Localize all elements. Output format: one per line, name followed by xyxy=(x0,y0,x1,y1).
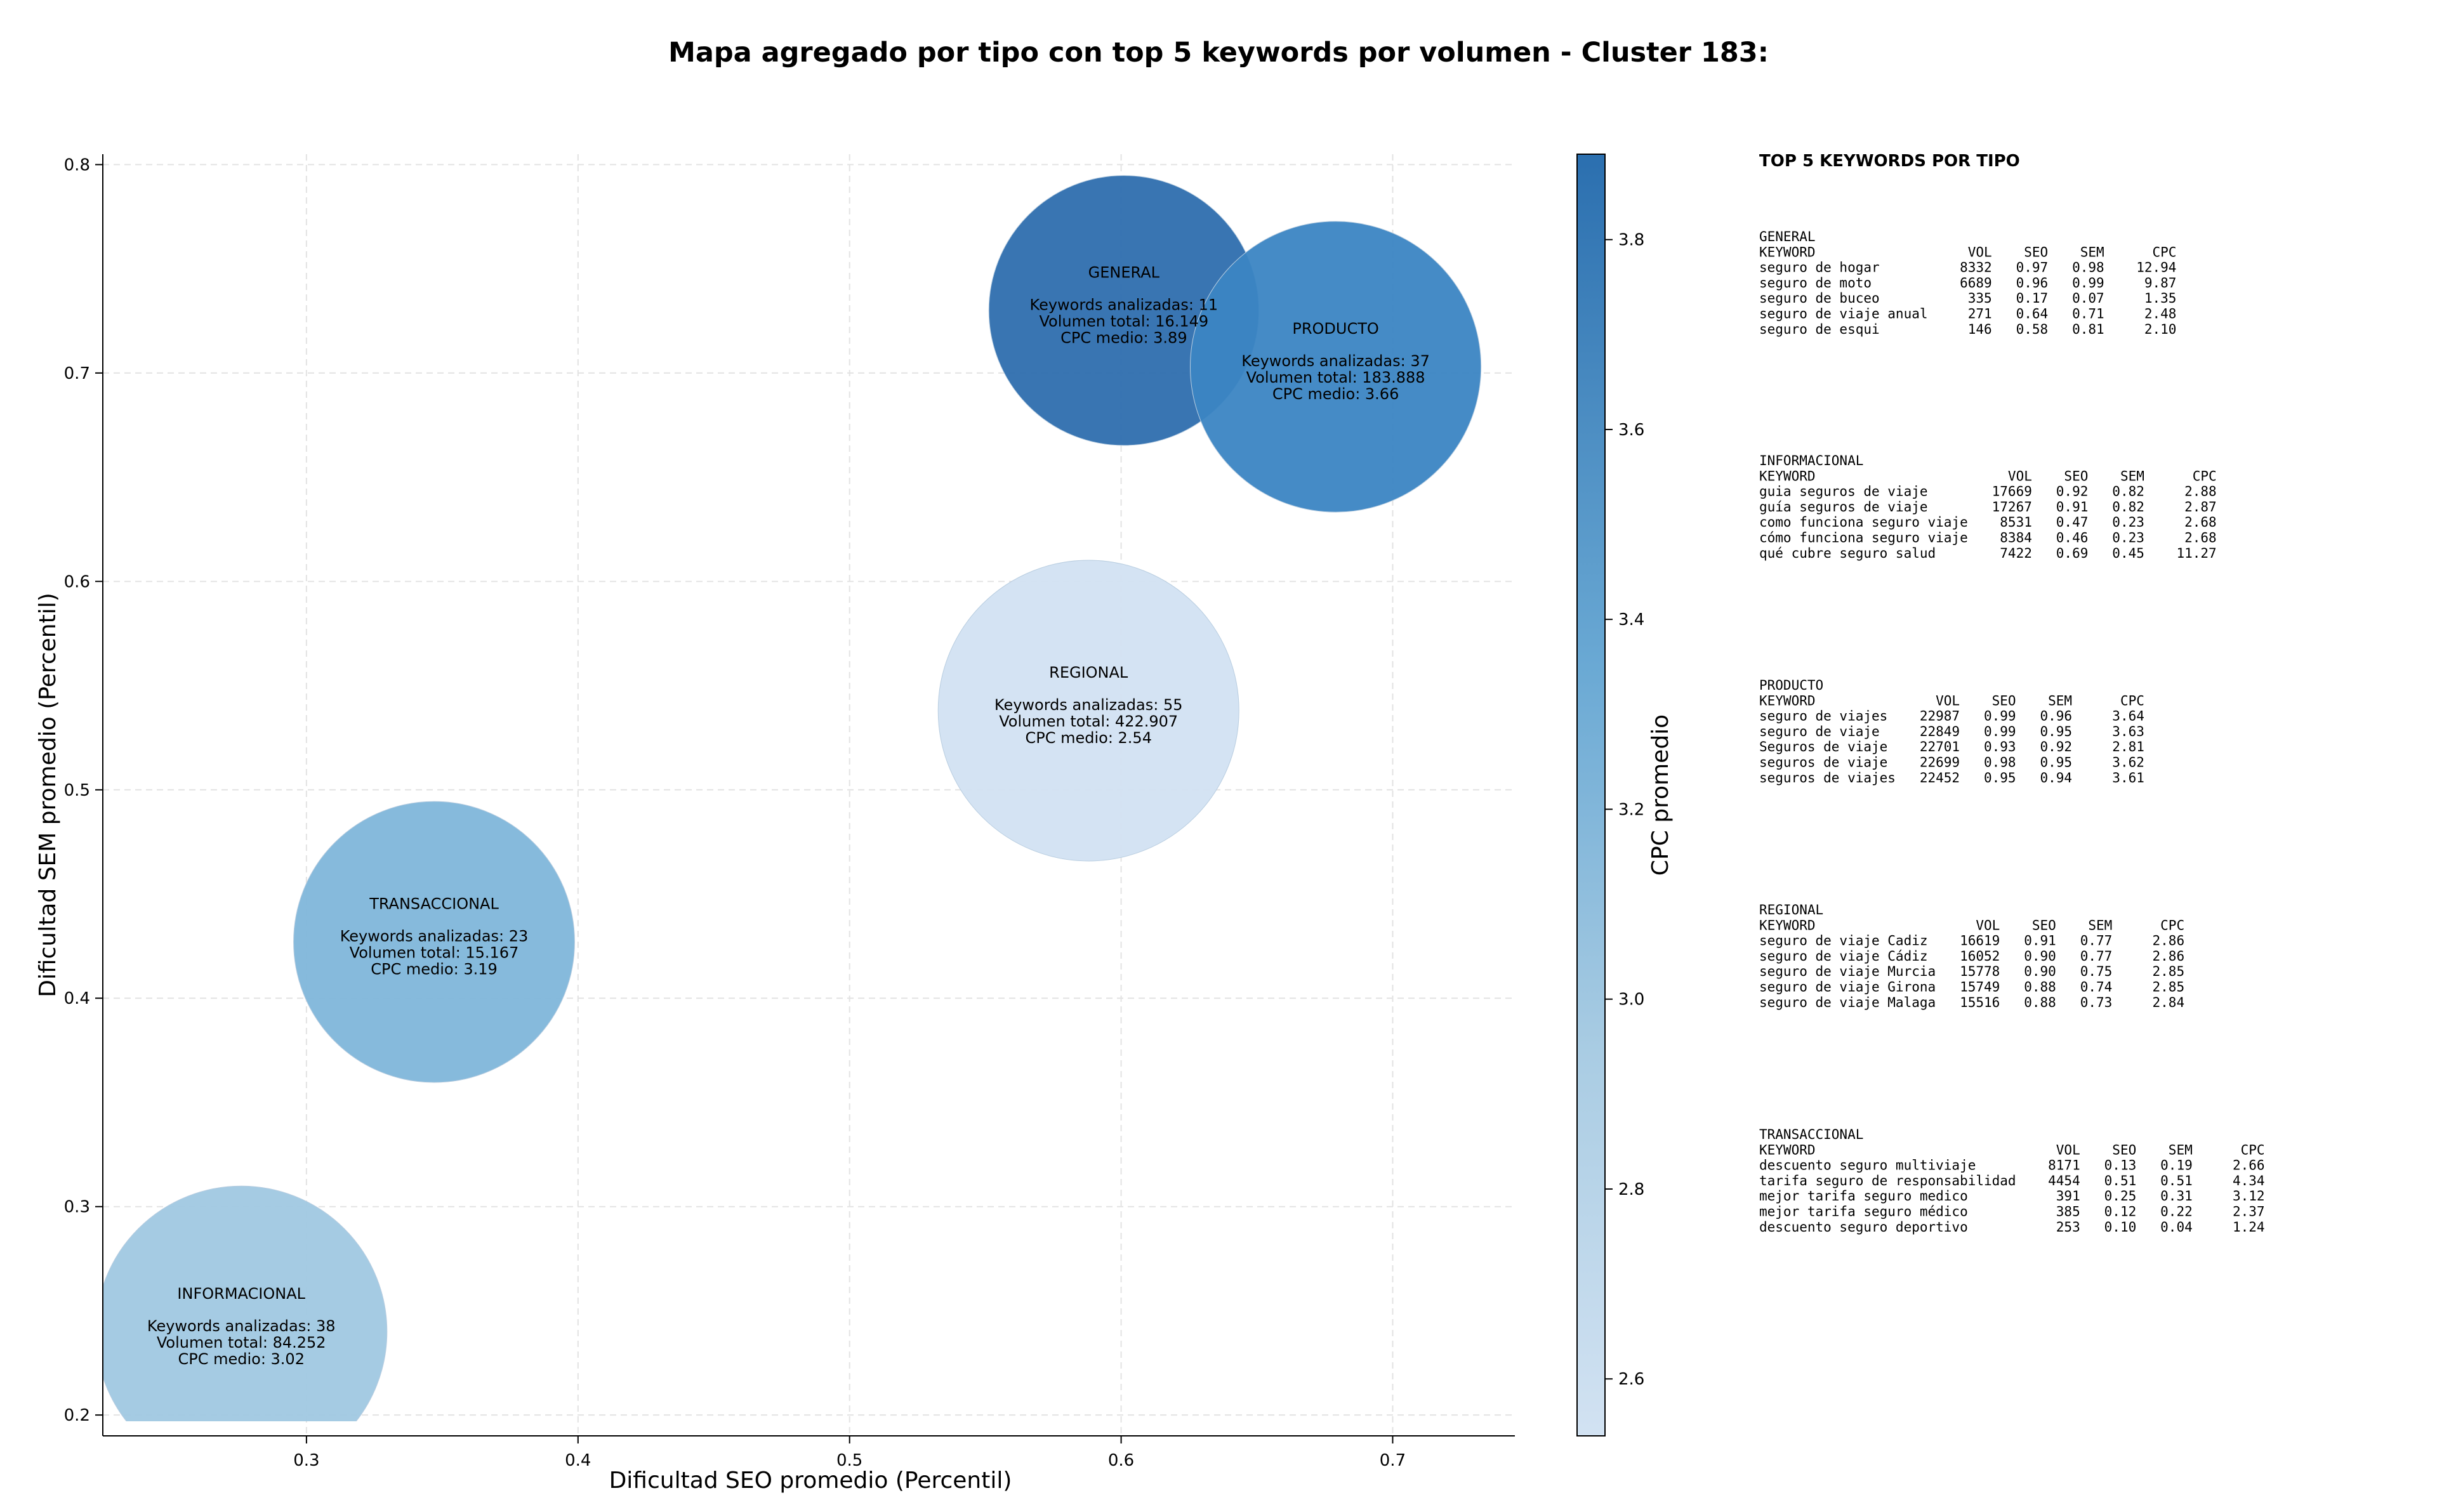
x-tick-label: 0.7 xyxy=(1380,1451,1406,1470)
bubble-label-cpc-label: CPC medio: 3.89 xyxy=(1060,329,1187,346)
bubble-label-volume-label: Volumen total: 15.167 xyxy=(350,944,519,962)
keyword-table-header: KEYWORD VOL SEO SEM CPC xyxy=(1759,468,2217,483)
x-tick-label: 0.6 xyxy=(1108,1451,1134,1470)
keyword-table-header: KEYWORD VOL SEO SEM CPC xyxy=(1759,693,2144,708)
bubble-label-cpc-label: CPC medio: 2.54 xyxy=(1025,729,1152,747)
keyword-table-row: seguro de moto 6689 0.96 0.99 9.87 xyxy=(1759,275,2176,291)
keyword-table-row: cómo funciona seguro viaje 8384 0.46 0.2… xyxy=(1759,530,2217,546)
bubble-label-cpc-label: CPC medio: 3.66 xyxy=(1272,385,1399,403)
y-tick-label: 0.8 xyxy=(64,155,90,174)
y-tick-label: 0.7 xyxy=(64,364,90,383)
bubble-label-label: GENERAL xyxy=(1088,263,1160,281)
bubble-label-volume-label: Volumen total: 422.907 xyxy=(999,713,1178,730)
chart-title: Mapa agregado por tipo con top 5 keyword… xyxy=(668,37,1769,69)
colorbar-tick-label: 3.0 xyxy=(1618,990,1644,1009)
colorbar-tick-label: 2.8 xyxy=(1618,1180,1644,1199)
keyword-table-header: KEYWORD VOL SEO SEM CPC xyxy=(1759,1142,2265,1157)
keyword-table-row: mejor tarifa seguro medico 391 0.25 0.31… xyxy=(1759,1188,2265,1204)
keyword-table-header: KEYWORD VOL SEO SEM CPC xyxy=(1759,917,2184,933)
x-tick-label: 0.4 xyxy=(565,1451,591,1470)
keyword-table-row: seguro de hogar 8332 0.97 0.98 12.94 xyxy=(1759,260,2176,275)
bubble-label-label: INFORMACIONAL xyxy=(177,1285,305,1303)
bubble-label-keywords-label: Keywords analizadas: 38 xyxy=(147,1317,336,1335)
colorbar-tick-label: 3.6 xyxy=(1618,421,1644,440)
keyword-table-row: guia seguros de viaje 17669 0.92 0.82 2.… xyxy=(1759,484,2217,499)
colorbar-label: CPC promedio xyxy=(1648,714,1674,876)
keyword-table-row: descuento seguro multiviaje 8171 0.13 0.… xyxy=(1759,1158,2265,1173)
bubble-label-keywords-label: Keywords analizadas: 11 xyxy=(1030,296,1218,313)
keyword-table-row: seguros de viaje 22699 0.98 0.95 3.62 xyxy=(1759,755,2144,770)
keyword-group-name: TRANSACCIONAL xyxy=(1759,1127,1863,1142)
keyword-table-row: seguro de viaje Cadiz 16619 0.91 0.77 2.… xyxy=(1759,933,2184,949)
y-tick-label: 0.3 xyxy=(64,1198,90,1217)
bubble-label-keywords-label: Keywords analizadas: 37 xyxy=(1241,352,1430,370)
colorbar xyxy=(1576,154,1606,1436)
y-tick-label: 0.2 xyxy=(64,1406,90,1425)
keyword-table-row: seguro de viaje Murcia 15778 0.90 0.75 2… xyxy=(1759,964,2184,979)
keyword-table-header: KEYWORD VOL SEO SEM CPC xyxy=(1759,244,2176,260)
keyword-table-row: descuento seguro deportivo 253 0.10 0.04… xyxy=(1759,1219,2265,1235)
bubble-regional xyxy=(937,560,1239,862)
keyword-group-name: PRODUCTO xyxy=(1759,678,1823,693)
x-axis-label: Dificultad SEO promedio (Percentil) xyxy=(609,1468,1012,1494)
keyword-table-row: seguro de viaje Girona 15749 0.88 0.74 2… xyxy=(1759,980,2184,995)
bubble-label-label: PRODUCTO xyxy=(1292,320,1378,338)
keyword-table-row: seguro de buceo 335 0.17 0.07 1.35 xyxy=(1759,291,2176,306)
keyword-table-row: mejor tarifa seguro médico 385 0.12 0.22… xyxy=(1759,1204,2265,1219)
keyword-table-row: guía seguros de viaje 17267 0.91 0.82 2.… xyxy=(1759,499,2217,515)
keyword-group-name: GENERAL xyxy=(1759,229,1816,244)
bubble-label-keywords-label: Keywords analizadas: 23 xyxy=(340,928,529,945)
colorbar-tick-label: 3.2 xyxy=(1618,800,1644,819)
bubble-label-keywords-label: Keywords analizadas: 55 xyxy=(994,696,1183,714)
bubble-label-volume-label: Volumen total: 183.888 xyxy=(1246,369,1425,386)
keyword-table-row: como funciona seguro viaje 8531 0.47 0.2… xyxy=(1759,515,2217,530)
bubble-transaccional xyxy=(293,801,575,1083)
bubble-label-label: REGIONAL xyxy=(1049,664,1128,681)
keyword-group-name: INFORMACIONAL xyxy=(1759,453,1863,468)
keyword-table-row: seguro de esqui 146 0.58 0.81 2.10 xyxy=(1759,322,2176,337)
bubble-label-label: TRANSACCIONAL xyxy=(369,895,499,913)
y-tick-label: 0.5 xyxy=(64,781,90,800)
bubble-label-volume-label: Volumen total: 16.149 xyxy=(1040,312,1209,330)
keyword-table-row: seguro de viaje anual 271 0.64 0.71 2.48 xyxy=(1759,306,2176,322)
bubbles xyxy=(103,175,1482,1421)
y-axis-label: Dificultad SEM promedio (Percentil) xyxy=(35,593,61,997)
bubble-label-cpc-label: CPC medio: 3.02 xyxy=(178,1350,305,1368)
x-ticks: 0.3 0.4 0.5 0.6 0.7 xyxy=(293,1436,1406,1470)
y-tick-label: 0.6 xyxy=(64,572,90,591)
bubble-label-volume-label: Volumen total: 84.252 xyxy=(157,1334,326,1351)
keyword-table-row: seguro de viaje Malaga 15516 0.88 0.73 2… xyxy=(1759,995,2184,1010)
colorbar-ticks: 2.6 2.8 3.0 3.2 3.4 3.6 3.8 xyxy=(1605,231,1644,1389)
side-panel-title: TOP 5 KEYWORDS POR TIPO xyxy=(1759,152,2020,171)
keyword-table-row: seguro de viaje Cádiz 16052 0.90 0.77 2.… xyxy=(1759,949,2184,964)
keyword-table-row: seguros de viajes 22452 0.95 0.94 3.61 xyxy=(1759,770,2144,786)
keyword-table-row: seguro de viaje 22849 0.99 0.95 3.63 xyxy=(1759,724,2144,739)
keyword-table-row: tarifa seguro de responsabilidad 4454 0.… xyxy=(1759,1173,2265,1188)
y-tick-label: 0.4 xyxy=(64,989,90,1008)
keyword-table-row: qué cubre seguro salud 7422 0.69 0.45 11… xyxy=(1759,546,2217,561)
colorbar-tick-label: 2.6 xyxy=(1618,1370,1644,1389)
keyword-group-name: REGIONAL xyxy=(1759,902,1823,917)
x-tick-label: 0.3 xyxy=(293,1451,319,1470)
keyword-table-row: Seguros de viaje 22701 0.93 0.92 2.81 xyxy=(1759,739,2144,754)
colorbar-tick-label: 3.8 xyxy=(1618,231,1644,250)
bubble-label-cpc-label: CPC medio: 3.19 xyxy=(371,961,498,978)
colorbar-tick-label: 3.4 xyxy=(1618,610,1644,629)
bubble-informacional xyxy=(103,1185,388,1421)
y-ticks: 0.2 0.3 0.4 0.5 0.6 0.7 0.8 xyxy=(64,155,103,1425)
bubble-producto xyxy=(1190,221,1482,513)
keyword-table-row: seguro de viajes 22987 0.99 0.96 3.64 xyxy=(1759,709,2144,724)
x-tick-label: 0.5 xyxy=(836,1451,862,1470)
